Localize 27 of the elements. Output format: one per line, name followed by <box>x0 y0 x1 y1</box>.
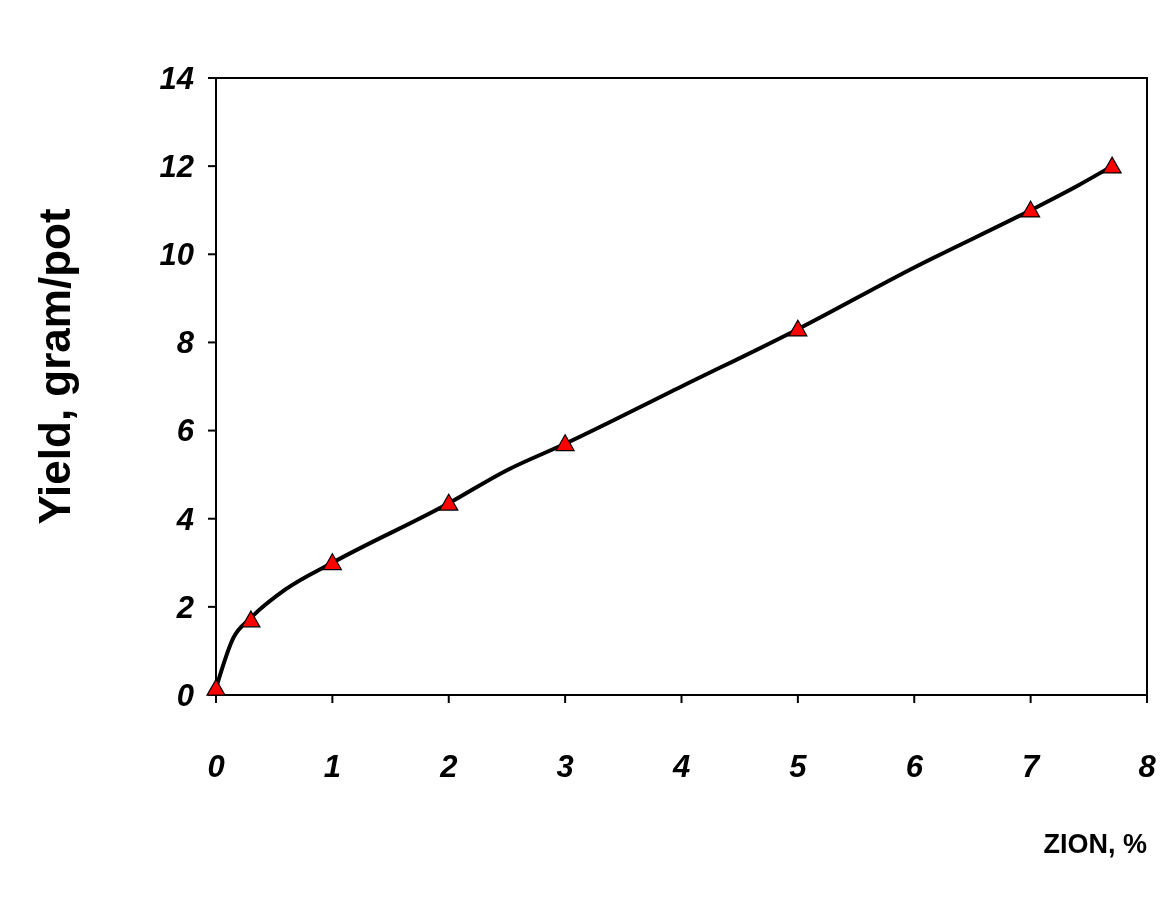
y-axis-title: Yield, gram/pot <box>30 208 79 525</box>
x-tick-label: 5 <box>789 749 808 784</box>
y-tick-label: 2 <box>175 589 194 625</box>
y-tick-label: 10 <box>159 237 194 273</box>
point <box>439 493 459 511</box>
x-tick-label: 3 <box>556 749 574 784</box>
point <box>322 553 342 571</box>
point <box>241 610 261 628</box>
x-tick-label: 4 <box>671 749 691 784</box>
y-tick-label: 8 <box>176 325 195 361</box>
x-axis-title: ZION, % <box>1043 829 1147 859</box>
x-tick-label: 6 <box>905 749 924 784</box>
y-tick-label: 0 <box>176 677 194 713</box>
y-tick-label: 14 <box>159 60 194 96</box>
x-tick-label: 2 <box>439 749 458 784</box>
x-tick-label: 1 <box>323 749 341 784</box>
point <box>1102 156 1122 174</box>
point <box>788 319 808 337</box>
x-tick-label: 0 <box>207 749 225 784</box>
point <box>555 434 575 452</box>
point <box>206 678 226 696</box>
x-tick-label: 7 <box>1022 749 1041 784</box>
x-tick-label: 8 <box>1138 749 1157 784</box>
point <box>1021 200 1041 218</box>
y-tick-label: 6 <box>176 413 195 449</box>
y-tick-label: 12 <box>159 148 194 184</box>
y-tick-label: 4 <box>175 501 194 537</box>
